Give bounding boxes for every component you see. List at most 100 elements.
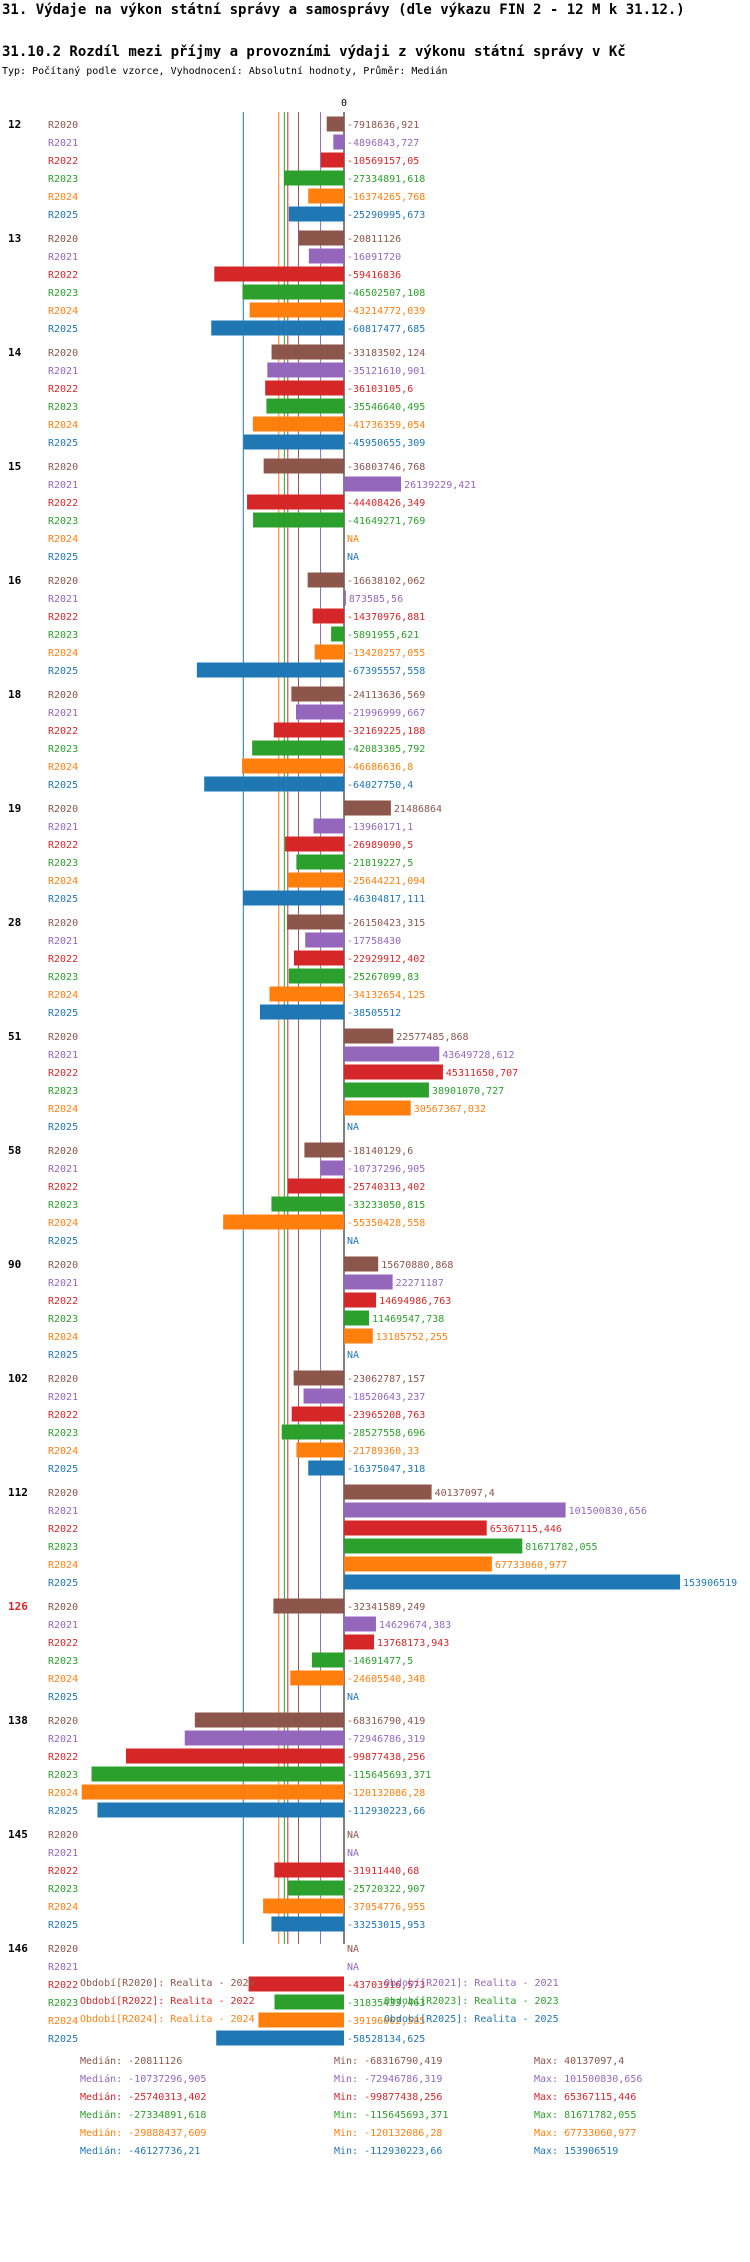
stat-median-r2023: Medián: -27334891,618 [80,2110,207,2121]
bar-145-r2023 [287,1880,344,1896]
series-label: R2021 [48,1164,78,1175]
data-label: -25290995,673 [347,210,425,221]
data-label: 81671782,055 [525,1542,597,1553]
data-label: -26150423,315 [347,918,425,929]
series-label: R2022 [48,840,78,851]
series-label: R2023 [48,858,78,869]
data-label: 101500830,656 [569,1506,647,1517]
stat-median-r2020: Medián: -20811126 [80,2056,183,2067]
data-label: -16638102,062 [347,576,425,587]
series-label: R2022 [48,612,78,623]
series-label: R2020 [48,1146,78,1157]
series-label: R2020 [48,1602,78,1613]
data-label: -45950655,309 [347,438,425,449]
data-label: -44408426,349 [347,498,425,509]
series-label: R2025 [48,552,78,563]
bar-18-r2020 [291,686,344,702]
stat-median-r2022: Medián: -25740313,402 [80,2092,207,2103]
data-label: 11469547,738 [372,1314,444,1325]
bar-18-r2025 [204,776,344,792]
data-label: 21486864 [394,804,442,815]
data-label: 22271187 [396,1278,444,1289]
data-label: -10737296,905 [347,1164,425,1175]
data-label: 26139229,421 [404,480,476,491]
series-label: R2024 [48,1902,78,1913]
series-label: R2022 [48,1524,78,1535]
data-label: 22577485,868 [396,1032,468,1043]
data-label: -43703916,573 [347,1980,425,1991]
chart-meta: Typ: Počítaný podle vzorce, Vyhodnocení:… [2,66,448,77]
bar-102-r2021 [303,1388,344,1404]
data-label: -13420257,055 [347,648,425,659]
stat-max-r2024: Max: 67733060,977 [534,2128,637,2139]
bar-28-r2021 [305,932,344,948]
group-label-13: 13 [8,232,21,245]
group-label-146: 146 [8,1942,28,1955]
bar-112-r2024 [344,1556,492,1572]
bar-14-r2025 [243,434,344,450]
bar-138-r2020 [194,1712,344,1728]
data-label: -14370976,881 [347,612,425,623]
series-label: R2025 [48,894,78,905]
data-label-na: NA [347,1944,359,1955]
group-label-138: 138 [8,1714,28,1727]
data-label: -46686636,8 [347,762,413,773]
series-label: R2024 [48,420,78,431]
data-label: -21789360,33 [347,1446,419,1457]
data-label: -35121610,901 [347,366,425,377]
series-label: R2023 [48,1884,78,1895]
series-label: R2024 [48,990,78,1001]
bar-102-r2024 [296,1442,344,1458]
bar-12-r2023 [284,170,344,186]
bar-90-r2023 [344,1310,370,1326]
bar-145-r2024 [263,1898,344,1914]
series-label: R2021 [48,1392,78,1403]
series-label: R2020 [48,462,78,473]
data-label: -16091720 [347,252,401,263]
bar-28-r2020 [286,914,344,930]
group-label-51: 51 [8,1030,22,1043]
series-label: R2023 [48,1200,78,1211]
bar-16-r2022 [312,608,344,624]
bar-126-r2020 [273,1598,344,1614]
bar-13-r2024 [249,302,344,318]
series-label: R2025 [48,780,78,791]
data-label: -21996999,667 [347,708,425,719]
legend-item-r2020: Období[R2020]: Realita - 2020 [80,1978,255,1989]
series-label: R2023 [48,972,78,983]
bar-138-r2025 [97,1802,345,1818]
stat-min-r2024: Min: -120132086,28 [334,2128,443,2139]
data-label-na: NA [347,1962,359,1973]
stat-max-r2023: Max: 81671782,055 [534,2110,637,2121]
data-label: -33183502,124 [347,348,425,359]
data-label-na: NA [347,1122,359,1133]
data-label: -112930223,66 [347,1806,425,1817]
data-label: -33233050,815 [347,1200,425,1211]
bar-138-r2024 [81,1784,344,1800]
series-label: R2021 [48,1620,78,1631]
bar-18-r2023 [252,740,344,756]
data-label: 38901070,727 [432,1086,504,1097]
bar-102-r2020 [293,1370,344,1386]
series-label: R2025 [48,1008,78,1019]
series-label: R2025 [48,1236,78,1247]
bar-12-r2025 [288,206,344,222]
data-label-na: NA [347,1350,359,1361]
bar-112-r2025 [344,1574,680,1590]
data-label: -42083305,792 [347,744,425,755]
series-label: R2025 [48,1350,78,1361]
series-label: R2021 [48,1734,78,1745]
bar-19-r2020 [344,800,391,816]
data-label: -38505512 [347,1008,401,1019]
series-label: R2022 [48,1182,78,1193]
bar-14-r2020 [271,344,344,360]
bar-16-r2021 [344,590,346,606]
bar-15-r2021 [344,476,402,492]
series-label: R2021 [48,480,78,491]
bar-12-r2021 [333,134,344,150]
series-label: R2022 [48,1638,78,1649]
bar-28-r2025 [259,1004,344,1020]
series-label: R2025 [48,2034,78,2045]
series-label: R2021 [48,1278,78,1289]
group-label-19: 19 [8,802,21,815]
